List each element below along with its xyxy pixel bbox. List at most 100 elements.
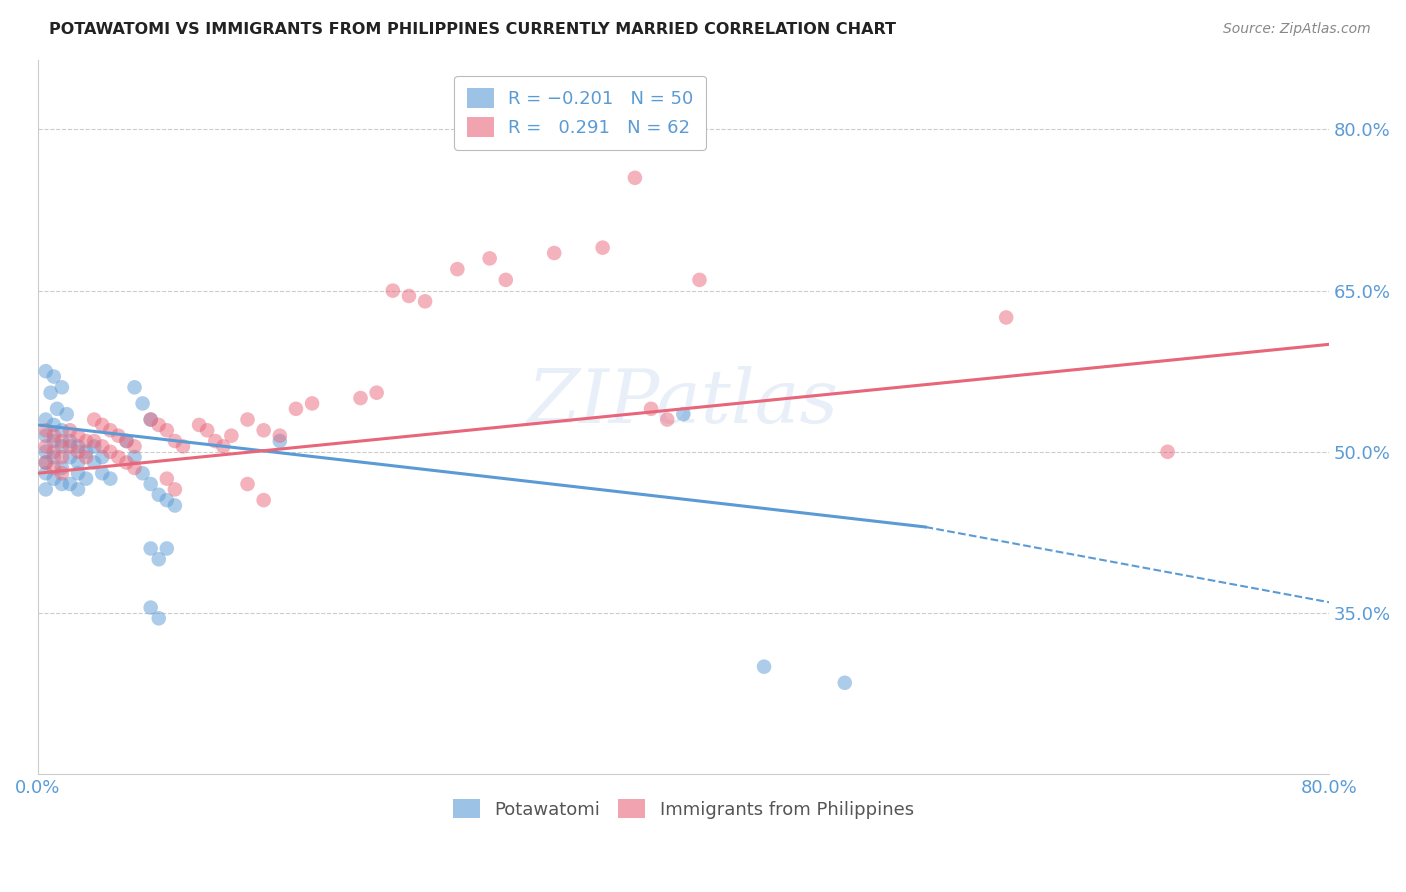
Point bbox=[163, 434, 186, 448]
Point bbox=[98, 472, 121, 486]
Point bbox=[834, 675, 856, 690]
Point bbox=[91, 467, 114, 481]
Point bbox=[55, 407, 77, 421]
Point bbox=[83, 456, 105, 470]
Point bbox=[42, 417, 65, 432]
Point bbox=[91, 417, 114, 432]
Point bbox=[115, 434, 138, 448]
Point bbox=[59, 477, 82, 491]
Point bbox=[672, 407, 695, 421]
Point bbox=[98, 444, 121, 458]
Point bbox=[156, 472, 179, 486]
Point bbox=[124, 450, 146, 465]
Point bbox=[42, 428, 65, 442]
Point bbox=[83, 434, 105, 448]
Point bbox=[752, 659, 775, 673]
Point bbox=[624, 170, 647, 185]
Point bbox=[156, 423, 179, 437]
Point bbox=[107, 428, 129, 442]
Point bbox=[188, 417, 211, 432]
Point bbox=[67, 483, 90, 497]
Point bbox=[148, 552, 170, 566]
Point bbox=[195, 423, 218, 437]
Point bbox=[75, 450, 97, 465]
Point bbox=[83, 412, 105, 426]
Text: Source: ZipAtlas.com: Source: ZipAtlas.com bbox=[1223, 22, 1371, 37]
Legend: Potawatomi, Immigrants from Philippines: Potawatomi, Immigrants from Philippines bbox=[446, 791, 921, 826]
Point bbox=[301, 396, 323, 410]
Point bbox=[51, 467, 73, 481]
Point bbox=[35, 456, 58, 470]
Point bbox=[172, 439, 194, 453]
Point bbox=[42, 461, 65, 475]
Point bbox=[35, 444, 58, 458]
Text: POTAWATOMI VS IMMIGRANTS FROM PHILIPPINES CURRENTLY MARRIED CORRELATION CHART: POTAWATOMI VS IMMIGRANTS FROM PHILIPPINE… bbox=[49, 22, 896, 37]
Point bbox=[91, 439, 114, 453]
Point bbox=[139, 412, 162, 426]
Point bbox=[139, 600, 162, 615]
Point bbox=[51, 461, 73, 475]
Point bbox=[42, 450, 65, 465]
Point bbox=[51, 434, 73, 448]
Point bbox=[35, 456, 58, 470]
Point bbox=[413, 294, 436, 309]
Point bbox=[131, 467, 153, 481]
Point bbox=[46, 401, 69, 416]
Point bbox=[59, 434, 82, 448]
Point bbox=[156, 541, 179, 556]
Point bbox=[115, 434, 138, 448]
Point bbox=[269, 428, 291, 442]
Point bbox=[67, 467, 90, 481]
Point bbox=[124, 461, 146, 475]
Point bbox=[236, 477, 259, 491]
Point bbox=[59, 439, 82, 453]
Point bbox=[39, 385, 62, 400]
Point bbox=[51, 450, 73, 465]
Point bbox=[35, 467, 58, 481]
Point bbox=[42, 369, 65, 384]
Point bbox=[35, 423, 58, 437]
Point bbox=[495, 273, 517, 287]
Point bbox=[253, 423, 276, 437]
Point bbox=[592, 241, 614, 255]
Point bbox=[204, 434, 226, 448]
Point bbox=[139, 541, 162, 556]
Point bbox=[107, 450, 129, 465]
Point bbox=[35, 412, 58, 426]
Point bbox=[91, 450, 114, 465]
Point bbox=[51, 423, 73, 437]
Point bbox=[139, 412, 162, 426]
Point bbox=[366, 385, 388, 400]
Point bbox=[67, 428, 90, 442]
Point bbox=[543, 246, 565, 260]
Point bbox=[59, 450, 82, 465]
Point bbox=[75, 472, 97, 486]
Point bbox=[478, 252, 501, 266]
Point bbox=[131, 396, 153, 410]
Point bbox=[148, 488, 170, 502]
Point bbox=[269, 434, 291, 448]
Point bbox=[148, 417, 170, 432]
Point bbox=[163, 499, 186, 513]
Point bbox=[381, 284, 404, 298]
Point bbox=[67, 456, 90, 470]
Point bbox=[51, 477, 73, 491]
Point bbox=[349, 391, 371, 405]
Point bbox=[42, 434, 65, 448]
Point bbox=[995, 310, 1018, 325]
Point bbox=[75, 434, 97, 448]
Point bbox=[51, 380, 73, 394]
Point bbox=[236, 412, 259, 426]
Point bbox=[59, 423, 82, 437]
Point bbox=[640, 401, 662, 416]
Point bbox=[148, 611, 170, 625]
Point bbox=[35, 483, 58, 497]
Point bbox=[1156, 444, 1178, 458]
Point bbox=[689, 273, 711, 287]
Point bbox=[67, 439, 90, 453]
Point bbox=[284, 401, 307, 416]
Point bbox=[35, 364, 58, 378]
Point bbox=[98, 423, 121, 437]
Point bbox=[124, 439, 146, 453]
Point bbox=[163, 483, 186, 497]
